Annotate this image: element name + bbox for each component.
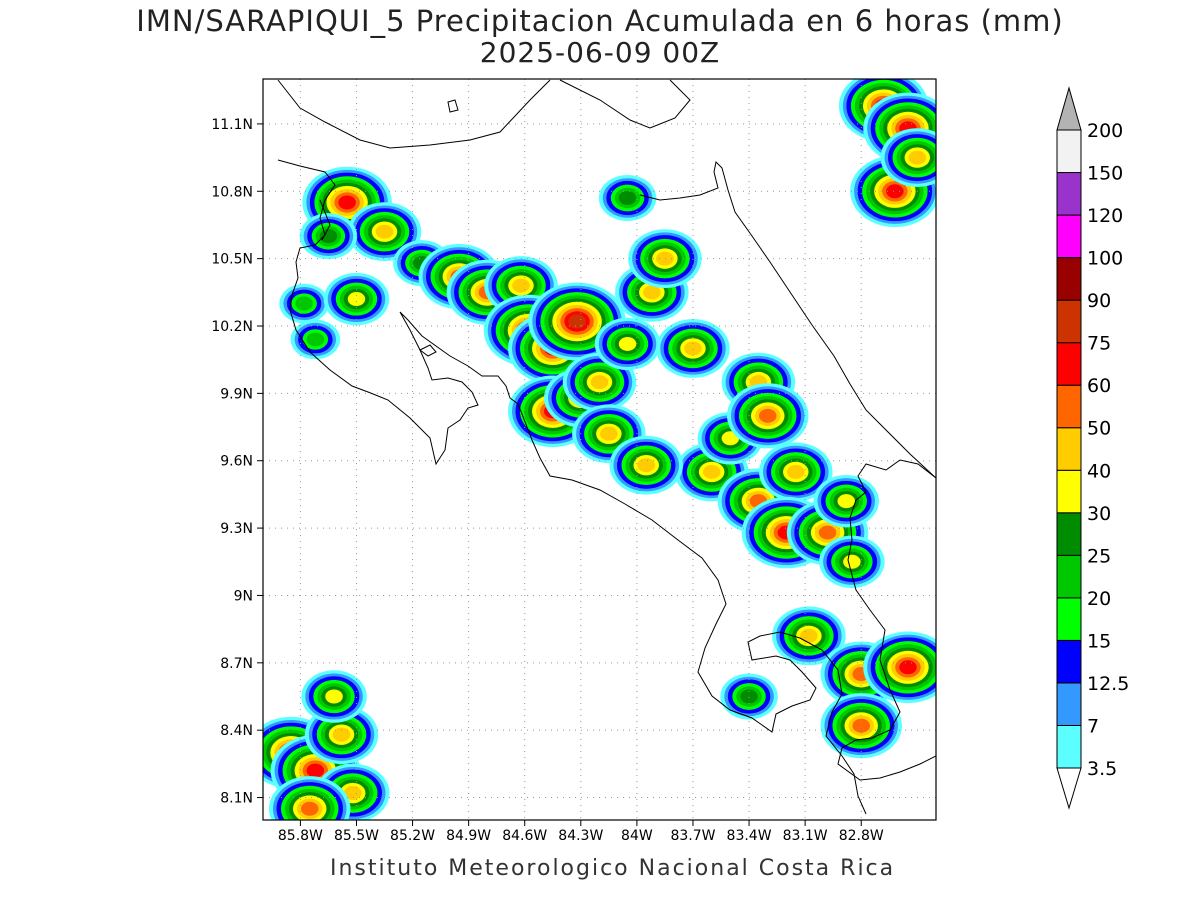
- x-tick-label: 82.8W: [839, 828, 884, 844]
- precip-cell: [880, 128, 936, 187]
- coastline-and-borders: [277, 79, 936, 815]
- x-tick-label: 85.5W: [334, 828, 379, 844]
- precip-cell: [727, 383, 809, 449]
- y-tick-label: 9.9N: [220, 386, 253, 402]
- colorbar-max-arrow: [1056, 86, 1082, 131]
- colorbar-bin: [1056, 639, 1082, 684]
- colorbar-label: 200: [1087, 120, 1123, 142]
- colorbar-bin: [1056, 469, 1082, 514]
- precip-cell: [347, 202, 422, 262]
- y-tick-label: 9.3N: [220, 521, 253, 537]
- y-tick-label: 8.4N: [220, 723, 253, 739]
- institution-footer: Instituto Meteorologico Nacional Costa R…: [330, 856, 896, 881]
- colorbar-bin: [1056, 597, 1082, 641]
- lat-lon-grid: [263, 79, 936, 820]
- y-tick-label: 8.1N: [220, 791, 253, 807]
- y-tick-label: 10.2N: [211, 319, 253, 335]
- colorbar-bin: [1056, 724, 1082, 769]
- colorbar-bin: [1056, 512, 1082, 556]
- precip-cell: [323, 272, 390, 326]
- y-tick-label: 10.8N: [211, 184, 253, 200]
- x-tick-label: 84.9W: [446, 828, 491, 844]
- colorbar-label: 15: [1087, 630, 1111, 652]
- precip-cell: [615, 262, 689, 322]
- precip-cell: [628, 229, 702, 289]
- x-tick-label: 85.2W: [390, 828, 435, 844]
- precip-cell: [720, 673, 778, 720]
- colorbar-label: 60: [1087, 375, 1111, 397]
- x-tick-label: 84W: [621, 828, 653, 844]
- precipitation-field: [263, 79, 936, 820]
- colorbar-bin: [1056, 682, 1082, 726]
- x-tick-label: 83.1W: [783, 828, 828, 844]
- colorbar-label: 150: [1087, 163, 1123, 185]
- precip-cell: [820, 693, 902, 759]
- colorbar-label: 40: [1087, 460, 1111, 482]
- y-tick-label: 10.5N: [211, 252, 253, 268]
- y-tick-label: 9N: [234, 588, 253, 604]
- precip-cell: [299, 213, 358, 260]
- precip-cell: [598, 175, 657, 222]
- colorbar-label: 20: [1087, 588, 1111, 610]
- colorbar-min-arrow: [1056, 767, 1082, 810]
- colorbar-bin: [1056, 342, 1082, 386]
- x-tick-label: 84.6W: [502, 828, 547, 844]
- y-tick-label: 8.7N: [220, 656, 253, 672]
- colorbar-label: 7: [1087, 715, 1099, 737]
- precip-cell: [290, 319, 341, 360]
- colorbar-label: 25: [1087, 545, 1111, 567]
- latitude-axis: 11.1N 10.8N 10.5N 10.2N 9.9N 9.6N 9.3N 9N 8.7N 8.…: [211, 117, 263, 807]
- map-title: IMN/SARAPIQUI_5 Precipitacion Acumulada …: [136, 4, 1064, 38]
- precip-cell: [268, 776, 351, 820]
- colorbar-bin: [1056, 214, 1082, 259]
- colorbar-bin: [1056, 299, 1082, 344]
- colorbar-label: 120: [1087, 205, 1123, 227]
- precip-cell: [759, 442, 833, 502]
- precip-cell: [813, 474, 880, 528]
- precip-cell: [656, 319, 730, 378]
- x-tick-label: 83.7W: [670, 828, 715, 844]
- colorbar-bin: [1056, 554, 1082, 599]
- x-tick-label: 84.3W: [558, 828, 603, 844]
- precip-cell: [279, 283, 329, 324]
- y-tick-label: 9.6N: [220, 454, 253, 470]
- colorbar-bin: [1056, 257, 1082, 301]
- precipitation-colorbar: 3.5 7 12.5 15 20 25 30 40 50 60 75 90 100 120 150 200: [1056, 86, 1129, 810]
- precip-cell: [301, 670, 367, 723]
- precip-cell: [594, 317, 661, 371]
- x-tick-label: 85.8W: [278, 828, 323, 844]
- colorbar-bin: [1056, 129, 1082, 174]
- colorbar-bin: [1056, 172, 1082, 216]
- colorbar-bin: [1056, 427, 1082, 471]
- colorbar-label: 12.5: [1087, 673, 1129, 695]
- x-tick-label: 83.4W: [727, 828, 772, 844]
- colorbar-label: 30: [1087, 503, 1111, 525]
- colorbar-label: 90: [1087, 290, 1111, 312]
- precip-cell: [609, 435, 683, 495]
- map-frame: [262, 78, 937, 821]
- precip-cell: [819, 535, 885, 588]
- colorbar-bin: [1056, 384, 1082, 429]
- colorbar-label: 50: [1087, 418, 1111, 440]
- colorbar-label: 100: [1087, 248, 1123, 270]
- map-subtitle: 2025-06-09 00Z: [479, 36, 721, 69]
- colorbar-label: 3.5: [1087, 758, 1117, 780]
- longitude-axis: 85.8W 85.5W 85.2W 84.9W 84.6W 84.3W 84W 83.7W 83…: [278, 820, 884, 844]
- colorbar-label: 75: [1087, 333, 1111, 355]
- precip-cell: [863, 631, 936, 704]
- precip-cell: [772, 606, 846, 666]
- y-tick-label: 11.1N: [211, 117, 253, 133]
